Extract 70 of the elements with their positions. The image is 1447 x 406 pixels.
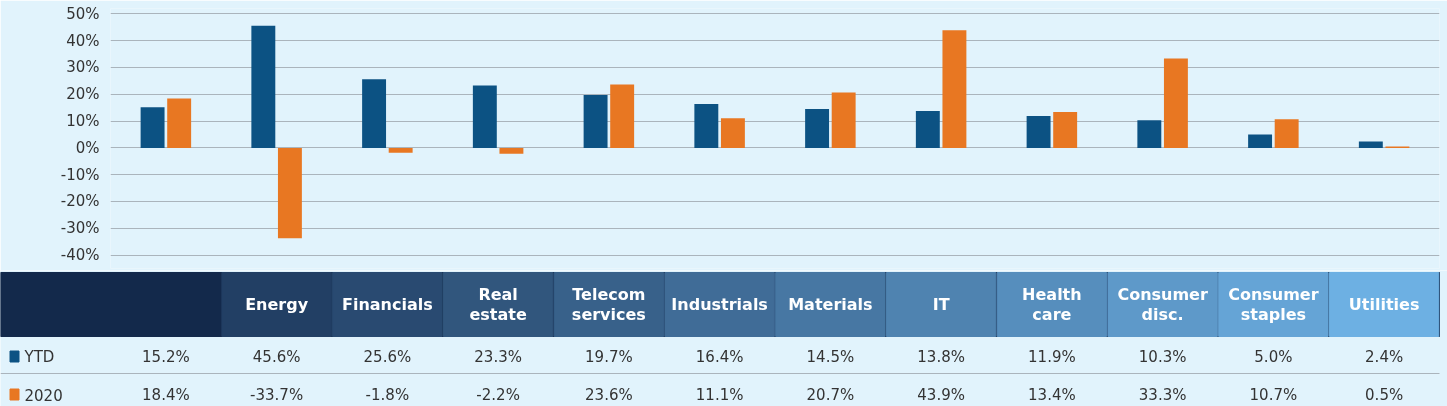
- legend-label: 2020: [24, 386, 63, 405]
- data-label: 13.4%: [1028, 385, 1076, 404]
- bar: [1053, 111, 1078, 148]
- data-label: 19.7%: [585, 347, 633, 366]
- y-tick-label: 20%: [66, 85, 100, 104]
- data-label: 11.1%: [695, 385, 744, 404]
- data-label: 14.5%: [806, 347, 855, 366]
- legend-label: YTD: [23, 347, 55, 366]
- x-tick-label: Financials: [341, 295, 433, 314]
- bar: [1026, 115, 1051, 148]
- y-tick-label: -30%: [60, 219, 100, 238]
- data-label: 33.3%: [1138, 385, 1187, 404]
- data-label: 13.8%: [917, 347, 965, 366]
- y-tick-label: -20%: [60, 192, 100, 211]
- x-tick-label: Health care: [1022, 285, 1082, 324]
- y-tick-label: -40%: [60, 246, 100, 265]
- x-tick-label: Real estate: [469, 285, 527, 324]
- data-label: 23.6%: [585, 385, 633, 404]
- x-tick-label: Industrials: [671, 295, 768, 314]
- bar: [362, 79, 387, 148]
- x-tick-label: Materials: [788, 295, 873, 314]
- bar: [1274, 119, 1299, 148]
- data-label: -33.7%: [250, 385, 304, 404]
- y-tick-label: 0%: [75, 138, 100, 157]
- bar: [720, 118, 745, 148]
- x-tick-label: IT: [932, 295, 950, 314]
- bar: [388, 147, 413, 153]
- bar: [472, 85, 497, 148]
- data-label: 16.4%: [695, 347, 744, 366]
- x-tick-label: Consumer disc.: [1117, 285, 1208, 324]
- y-tick-label: 30%: [66, 58, 100, 77]
- bar: [140, 107, 165, 148]
- x-tick-label: Energy: [245, 295, 309, 314]
- data-label: 10.7%: [1249, 385, 1298, 404]
- y-tick-label: -10%: [60, 165, 100, 184]
- bar: [1137, 120, 1162, 148]
- data-label: 20.7%: [806, 385, 855, 404]
- data-label: 11.9%: [1028, 347, 1076, 366]
- bar: [277, 147, 302, 239]
- data-label: 43.9%: [917, 385, 965, 404]
- x-tick-label: Utilities: [1348, 295, 1420, 314]
- bar: [167, 98, 192, 148]
- bar: [942, 30, 967, 148]
- data-label: -2.2%: [476, 385, 520, 404]
- bar: [831, 92, 856, 148]
- bar: [915, 110, 940, 148]
- data-label: 5.0%: [1254, 347, 1293, 366]
- data-label: 18.4%: [142, 385, 190, 404]
- data-label: 15.2%: [142, 347, 190, 366]
- y-tick-label: 50%: [66, 4, 100, 23]
- bar: [499, 147, 524, 154]
- bar: [583, 95, 608, 148]
- bar: [1163, 58, 1188, 148]
- data-label: 2.4%: [1365, 347, 1404, 366]
- data-label: -1.8%: [365, 385, 410, 404]
- data-label: 10.3%: [1138, 347, 1187, 366]
- y-tick-label: 40%: [66, 31, 100, 50]
- bar: [694, 103, 719, 148]
- bar: [805, 109, 830, 148]
- data-label: 23.3%: [474, 347, 522, 366]
- bar: [1358, 141, 1383, 148]
- bar: [610, 84, 635, 148]
- bar: [1248, 134, 1273, 148]
- x-tick-label: Consumer staples: [1228, 285, 1319, 324]
- data-label: 25.6%: [363, 347, 412, 366]
- x-tick-label: Telecom services: [571, 285, 646, 324]
- bar: [251, 25, 276, 148]
- y-tick-label: 10%: [66, 112, 100, 131]
- data-label: 45.6%: [252, 347, 301, 366]
- data-label: 0.5%: [1365, 385, 1404, 404]
